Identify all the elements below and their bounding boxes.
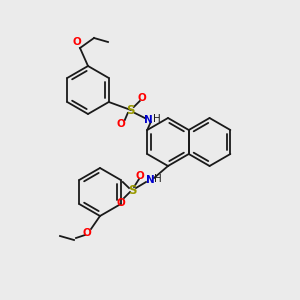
Text: H: H [153,114,161,124]
Text: N: N [144,115,153,125]
Text: O: O [82,228,91,238]
Text: O: O [136,171,144,181]
Text: O: O [137,93,146,103]
Text: O: O [117,198,125,208]
Text: O: O [73,37,81,47]
Text: S: S [127,103,135,116]
Text: O: O [116,119,125,129]
Text: H: H [154,174,162,184]
Text: N: N [146,175,154,185]
Text: S: S [128,184,136,196]
